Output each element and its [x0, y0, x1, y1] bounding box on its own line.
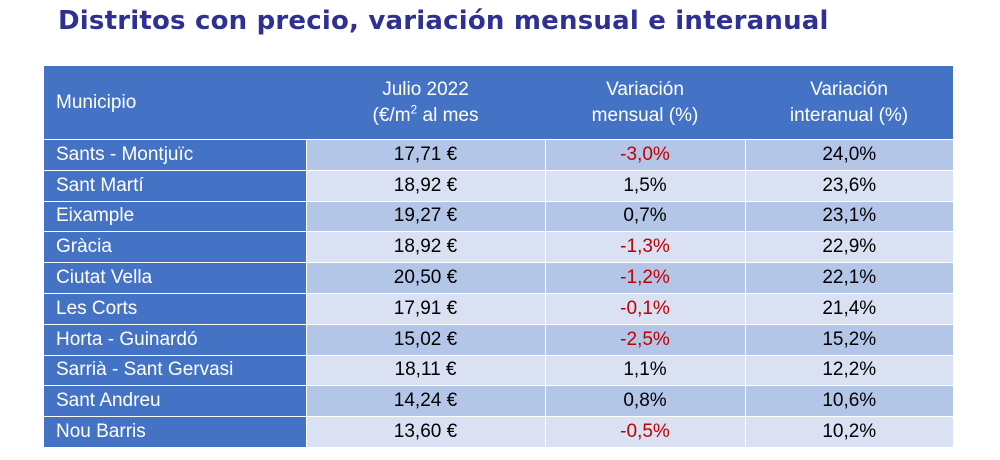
table-row: Horta - Guinardó 15,02 € -2,5% 15,2% [44, 323, 953, 356]
table-row: Sarrià - Sant Gervasi 18,11 €1,1% 12,2% [44, 354, 953, 386]
header-price-unit-post: al mes [417, 104, 479, 126]
table-row: Gràcia 18,92 € -1,3% 22,9% [44, 231, 953, 263]
table-row: Les Corts 17,91 € -0,1% 21,4% [44, 292, 953, 325]
price-cell: 17,71 € [305, 139, 545, 171]
districts-table: Municipio Julio 2022 (€/m2 al mes Variac… [44, 66, 953, 447]
monthly-change-cell: -0,1% [544, 292, 745, 325]
district-cell: Sant Andreu [44, 385, 306, 417]
table-row: Eixample 19,27 €0,7% 23,1% [44, 200, 953, 232]
price-cell: 15,02 € [305, 323, 545, 356]
monthly-change-cell: -0,5% [544, 416, 745, 447]
header-price: Julio 2022 (€/m2 al mes [306, 66, 545, 140]
price-cell: 13,60 € [305, 416, 545, 447]
table-row: Sant Martí 18,92 €1,5% 23,6% [44, 169, 953, 202]
district-cell: Gràcia [44, 231, 306, 263]
table-row: Nou Barris 13,60 € -0,5% 10,2% [44, 416, 953, 447]
header-monthly: Variación mensual (%) [545, 66, 745, 140]
district-cell: Les Corts [44, 292, 306, 325]
annual-change-cell: 12,2% [744, 354, 953, 386]
district-cell: Sants - Montjuïc [44, 139, 306, 171]
price-cell: 17,91 € [305, 292, 545, 325]
annual-change-cell: 22,9% [744, 231, 953, 263]
district-cell: Horta - Guinardó [44, 323, 306, 356]
district-cell: Sarrià - Sant Gervasi [44, 354, 306, 386]
monthly-change-cell: -2,5% [544, 323, 745, 356]
header-price-unit-pre: (€/m [372, 104, 411, 126]
annual-change-cell: 10,6% [744, 385, 953, 417]
annual-change-cell: 10,2% [744, 416, 953, 447]
header-price-line1: Julio 2022 [382, 78, 469, 100]
header-annual-line1: Variación [810, 78, 888, 100]
monthly-change-cell: 1,5% [544, 169, 745, 202]
table-header-row: Municipio Julio 2022 (€/m2 al mes Variac… [44, 66, 953, 140]
annual-change-cell: 15,2% [744, 323, 953, 356]
annual-change-cell: 22,1% [744, 262, 953, 294]
monthly-change-cell: -3,0% [544, 139, 745, 171]
table-row: Sants - Montjuïc 17,71 € -3,0% 24,0% [44, 139, 953, 171]
annual-change-cell: 23,1% [744, 200, 953, 232]
monthly-change-cell: -1,3% [544, 231, 745, 263]
monthly-change-cell: 0,7% [544, 200, 745, 232]
monthly-change-cell: 0,8% [544, 385, 745, 417]
annual-change-cell: 21,4% [744, 292, 953, 325]
district-cell: Sant Martí [44, 169, 306, 202]
district-cell: Nou Barris [44, 416, 306, 447]
monthly-change-cell: 1,1% [544, 354, 745, 386]
monthly-change-cell: -1,2% [544, 262, 745, 294]
price-cell: 20,50 € [305, 262, 545, 294]
page-title: Distritos con precio, variación mensual … [58, 6, 829, 36]
header-municipio: Municipio [44, 66, 306, 140]
header-annual: Variación interanual (%) [745, 66, 953, 140]
header-monthly-line2: mensual (%) [591, 104, 699, 126]
annual-change-cell: 23,6% [744, 169, 953, 202]
price-cell: 18,92 € [305, 169, 545, 202]
price-cell: 19,27 € [305, 200, 545, 232]
price-cell: 18,92 € [305, 231, 545, 263]
table-row: Sant Andreu 14,24 €0,8% 10,6% [44, 385, 953, 417]
header-price-unit-sup: 2 [410, 102, 418, 117]
header-monthly-line1: Variación [606, 78, 684, 100]
header-annual-line2: interanual (%) [789, 104, 909, 126]
district-cell: Ciutat Vella [44, 262, 306, 294]
price-cell: 18,11 € [305, 354, 545, 386]
price-cell: 14,24 € [305, 385, 545, 417]
annual-change-cell: 24,0% [744, 139, 953, 171]
table-row: Ciutat Vella 20,50 € -1,2% 22,1% [44, 262, 953, 294]
district-cell: Eixample [44, 200, 306, 232]
